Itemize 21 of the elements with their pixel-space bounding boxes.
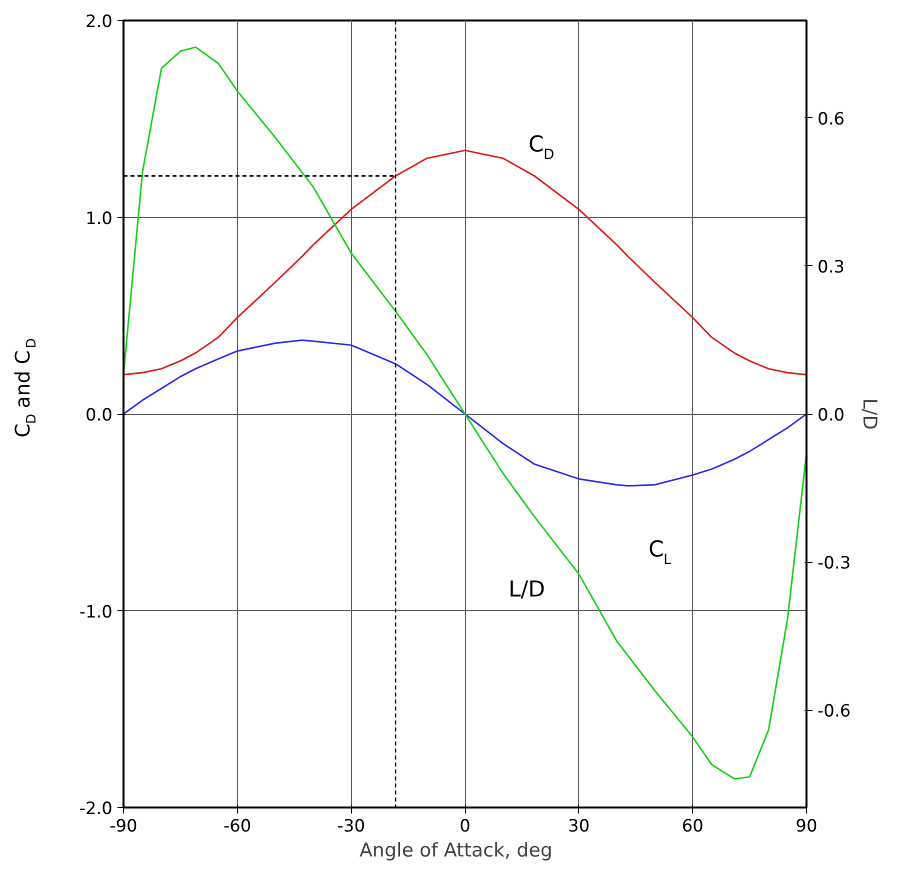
- x-tick-label: -30: [337, 816, 366, 836]
- y-tick-label: 1.0: [85, 208, 113, 229]
- x-tick-label: -90: [110, 816, 138, 836]
- x-tick-label: -60: [223, 816, 252, 836]
- x-tick-label: 0: [460, 816, 470, 836]
- annotation: L/D: [508, 578, 546, 602]
- x-tick-label: 60: [682, 816, 704, 836]
- y2-axis-title: L/D: [858, 398, 881, 430]
- y-tick-label: 2.0: [85, 12, 113, 32]
- x-tick-label: 90: [796, 816, 818, 836]
- x-tick-label: 30: [568, 816, 590, 836]
- y2-tick-label: -0.3: [818, 554, 851, 574]
- y2-tick-label: 0.3: [818, 257, 845, 278]
- y2-tick-label: -0.6: [818, 702, 851, 722]
- y-tick-label: 0.0: [85, 406, 113, 426]
- y2-tick-label: 0.0: [818, 406, 845, 426]
- y-axis-title: CD and CD: [10, 338, 40, 438]
- y-tick-label: -1.0: [79, 602, 112, 622]
- y-tick-label: -2.0: [79, 799, 112, 819]
- y2-tick-label: 0.6: [818, 109, 845, 130]
- x-axis-title: Angle of Attack, deg: [359, 840, 552, 862]
